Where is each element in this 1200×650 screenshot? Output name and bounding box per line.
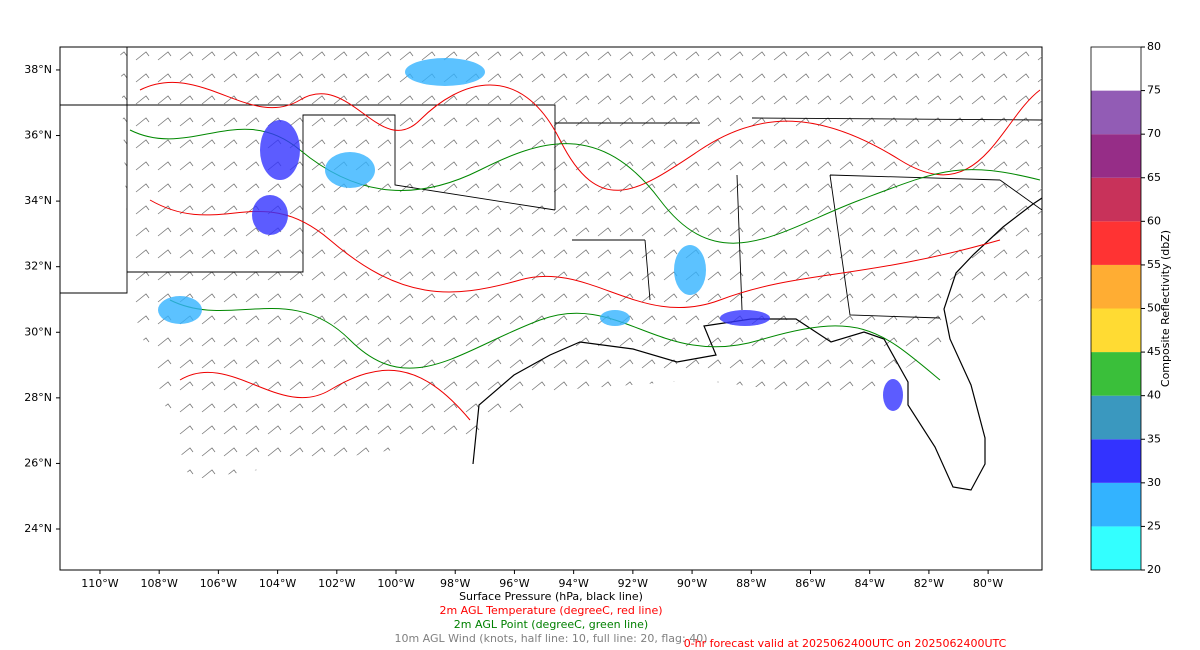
x-tick-label: 94°W — [558, 577, 588, 590]
colorbar-segment — [1091, 352, 1141, 396]
y-tick-label: 26°N — [24, 456, 52, 469]
y-tick-label: 36°N — [24, 129, 52, 142]
forecast-footer: 0-hr forecast valid at 2025062400UTC on … — [684, 637, 1007, 650]
colorbar-tick-label: 55 — [1147, 258, 1161, 271]
colorbar-tick-label: 75 — [1147, 84, 1161, 97]
x-tick-label: 88°W — [736, 577, 766, 590]
colorbar-segment — [1091, 482, 1141, 527]
y-tick-label: 24°N — [24, 522, 52, 535]
x-tick-label: 90°W — [677, 577, 707, 590]
colorbar-label: Composite Reflectivity (dbZ) — [1159, 230, 1172, 387]
colorbar-tick-label: 80 — [1147, 40, 1161, 53]
x-tick-label: 98°W — [440, 577, 470, 590]
map-content — [60, 47, 1042, 491]
colorbar-tick-label: 50 — [1147, 302, 1161, 315]
x-tick-label: 96°W — [499, 577, 529, 590]
colorbar-tick-label: 25 — [1147, 519, 1161, 532]
caption: 10m AGL Wind (knots, half line: 10, full… — [394, 632, 707, 645]
colorbar-segment — [1091, 221, 1141, 265]
x-tick-label: 104°W — [259, 577, 296, 590]
x-tick-label: 110°W — [81, 577, 118, 590]
colorbar-segment — [1091, 264, 1141, 309]
y-tick-label: 28°N — [24, 391, 52, 404]
y-tick-label: 38°N — [24, 63, 52, 76]
colorbar-tick-label: 35 — [1147, 432, 1161, 445]
colorbar-segment — [1091, 439, 1141, 483]
y-tick-label: 32°N — [24, 260, 52, 273]
colorbar-tick-label: 65 — [1147, 171, 1161, 184]
colorbar-segment — [1091, 177, 1141, 222]
x-tick-label: 84°W — [855, 577, 885, 590]
colorbar-segment — [1091, 308, 1141, 353]
y-tick-label: 34°N — [24, 194, 52, 207]
colorbar-segment — [1091, 90, 1141, 135]
x-tick-label: 82°W — [914, 577, 944, 590]
x-tick-label: 102°W — [318, 577, 355, 590]
x-tick-label: 108°W — [140, 577, 177, 590]
caption: Surface Pressure (hPa, black line) — [459, 590, 643, 603]
caption: 2m AGL Point (degreeC, green line) — [454, 618, 648, 631]
colorbar-tick-label: 60 — [1147, 214, 1161, 227]
colorbar-tick-label: 40 — [1147, 389, 1161, 402]
x-tick-label: 86°W — [795, 577, 825, 590]
colorbar-tick-label: 20 — [1147, 563, 1161, 576]
colorbar-segment — [1091, 526, 1141, 570]
x-tick-label: 92°W — [618, 577, 648, 590]
colorbar-segment — [1091, 395, 1141, 440]
x-tick-label: 100°W — [377, 577, 414, 590]
colorbar-segment — [1091, 134, 1141, 178]
x-tick-label: 106°W — [200, 577, 237, 590]
colorbar-tick-label: 70 — [1147, 127, 1161, 140]
caption: 2m AGL Temperature (degreeC, red line) — [439, 604, 662, 617]
y-tick-label: 30°N — [24, 325, 52, 338]
colorbar-tick-label: 30 — [1147, 476, 1161, 489]
reflectivity-cells — [158, 58, 903, 411]
x-tick-label: 80°W — [973, 577, 1003, 590]
coastline — [472, 197, 1042, 491]
colorbar-segment — [1091, 47, 1141, 91]
colorbar-tick-label: 45 — [1147, 345, 1161, 358]
